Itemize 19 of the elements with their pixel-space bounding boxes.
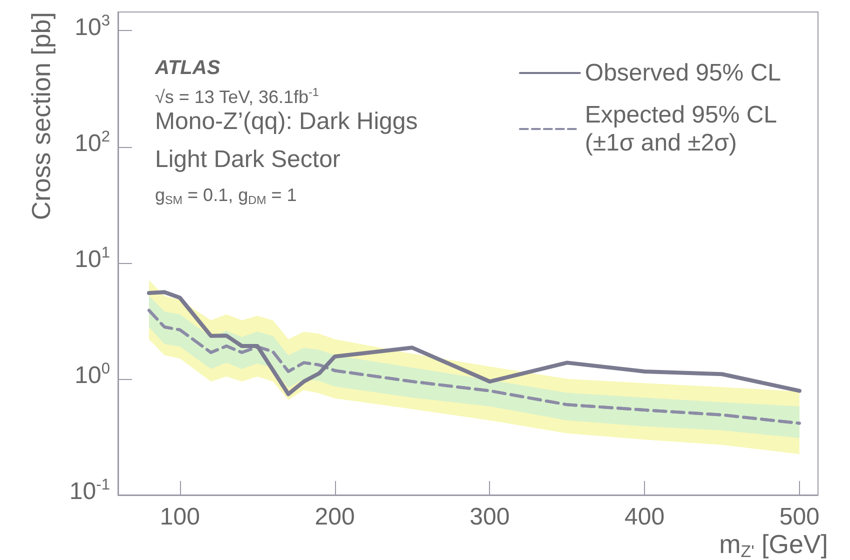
y-tick-label: 10$^{-1}$ <box>69 476 110 505</box>
annotation: ATLAS <box>155 57 220 79</box>
x-tick-label: 500 <box>779 504 820 530</box>
x-tick-label: 300 <box>470 504 510 530</box>
y-tick-label: 10$^{3}$ <box>74 12 110 41</box>
x-tick-label: 400 <box>624 504 665 530</box>
annotation: √s = 13 TeV, 36.1fb$^{-1}$ <box>155 86 319 107</box>
x-tick-label: 200 <box>314 504 355 530</box>
annotation: Light Dark Sector <box>155 146 340 173</box>
y-axis-title: Cross section [pb] <box>26 12 56 220</box>
annotation: Mono-Z’(qq): Dark Higgs <box>155 108 418 135</box>
y-tick-label: 10$^{1}$ <box>74 244 110 273</box>
annotation: g$_{SM}$ = 0.1, g$_{DM}$ = 1 <box>155 185 297 207</box>
y-tick-label: 10$^{0}$ <box>74 360 110 389</box>
legend-label: Expected 95% CL (±1σ and ±2σ) <box>584 102 778 156</box>
legend-label: Observed 95% CL <box>584 60 782 86</box>
x-axis-title: m$_{Z'}$ [GeV] <box>719 529 828 560</box>
x-tick-label: 100 <box>160 504 200 530</box>
y-tick-label: 10$^{2}$ <box>74 128 110 157</box>
